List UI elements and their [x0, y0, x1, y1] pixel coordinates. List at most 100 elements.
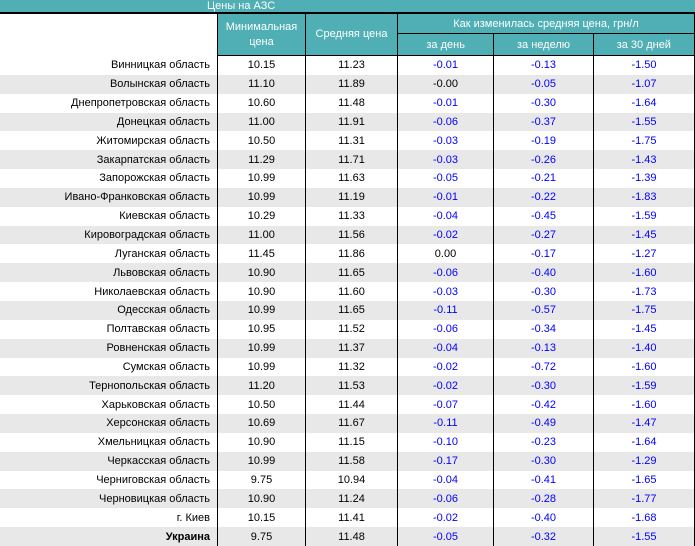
change-subheaders: за день за неделю за 30 дней [398, 34, 694, 56]
change-week-value: -0.28 [493, 489, 593, 509]
min-price-value: 10.15 [217, 56, 305, 75]
region-name: Херсонская область [106, 417, 210, 430]
table-row: Донецкая область 11.00 11.91 -0.06 -0.37… [0, 112, 695, 132]
change-week-value: -0.17 [493, 244, 593, 264]
change-day-value: 0.00 [397, 244, 493, 264]
table-row: Николаевская область 10.90 11.60 -0.03 -… [0, 282, 695, 301]
region-name: Днепропетровская область [71, 97, 210, 110]
change-week-value: -0.30 [493, 451, 593, 471]
change-month-value: -1.64 [593, 432, 695, 452]
min-price-value: 11.00 [217, 112, 305, 132]
change-month-value: -1.47 [593, 414, 695, 433]
min-price-value: 10.15 [217, 508, 305, 528]
change-month-value: -1.29 [593, 451, 695, 471]
col-header-change-week: за неделю [493, 34, 593, 56]
change-day-value: -0.07 [397, 395, 493, 415]
min-price-value: 10.90 [217, 263, 305, 283]
min-price-value: 10.29 [217, 206, 305, 226]
table-title-bar: Цены на АЗС [0, 0, 695, 14]
min-price-value: 11.10 [217, 74, 305, 94]
min-price-value: 10.69 [217, 414, 305, 433]
table-row: Сумская область 10.99 11.32 -0.02 -0.72 … [0, 357, 695, 377]
change-week-value: -0.13 [493, 338, 593, 358]
table-row: Волынская область 11.10 11.89 -0.00 -0.0… [0, 74, 695, 94]
min-price-value: 10.99 [217, 357, 305, 377]
region-name: Сумская область [122, 360, 210, 373]
region-name: г. Киев [176, 511, 210, 524]
region-name: Одесская область [117, 304, 210, 317]
change-day-value: -0.03 [397, 150, 493, 170]
table-row: г. Киев 10.15 11.41 -0.02 -0.40 -1.68 [0, 508, 695, 528]
min-price-value: 9.75 [217, 470, 305, 490]
change-week-value: -0.30 [493, 282, 593, 301]
col-header-change-group: Как изменилась средняя цена, грн/л за де… [397, 14, 695, 56]
change-week-value: -0.30 [493, 376, 593, 396]
region-name: Харьковская область [101, 398, 211, 411]
min-price-value: 11.45 [217, 244, 305, 264]
table-row: Закарпатская область 11.29 11.71 -0.03 -… [0, 150, 695, 170]
region-name: Тернопольская область [89, 379, 210, 392]
min-price-value: 10.99 [217, 338, 305, 358]
region-name: Черниговская область [96, 473, 210, 486]
table-row: Черниговская область 9.75 10.94 -0.04 -0… [0, 470, 695, 490]
change-week-value: -0.45 [493, 206, 593, 226]
change-month-value: -1.55 [593, 112, 695, 132]
change-week-value: -0.37 [493, 112, 593, 132]
region-name: Луганская область [114, 247, 210, 260]
change-month-value: -1.75 [593, 131, 695, 151]
avg-price-value: 11.31 [305, 131, 397, 151]
table-row: Харьковская область 10.50 11.44 -0.07 -0… [0, 395, 695, 415]
change-month-value: -1.73 [593, 282, 695, 301]
change-week-value: -0.05 [493, 74, 593, 94]
change-day-value: -0.06 [397, 263, 493, 283]
region-column-header-empty [0, 14, 217, 56]
change-month-value: -1.27 [593, 244, 695, 264]
change-month-value: -1.60 [593, 357, 695, 377]
avg-price-value: 11.53 [305, 376, 397, 396]
change-day-value: -0.02 [397, 357, 493, 377]
avg-price-value: 11.33 [305, 206, 397, 226]
col-header-change-month: за 30 дней [592, 34, 694, 56]
change-day-value: -0.03 [397, 131, 493, 151]
region-name: Запорожская область [99, 172, 210, 185]
change-day-value: -0.11 [397, 414, 493, 433]
region-name: Киевская область [119, 210, 210, 223]
avg-price-value: 11.37 [305, 338, 397, 358]
region-name: Винницкая область [111, 59, 210, 72]
min-price-value: 10.50 [217, 395, 305, 415]
change-week-value: -0.72 [493, 357, 593, 377]
avg-price-value: 11.32 [305, 357, 397, 377]
table-row: Херсонская область 10.69 11.67 -0.11 -0.… [0, 414, 695, 433]
region-name: Полтавская область [106, 323, 210, 336]
col-header-change-group-title: Как изменилась средняя цена, грн/л [398, 14, 694, 34]
change-month-value: -1.60 [593, 395, 695, 415]
min-price-value: 9.75 [217, 527, 305, 546]
table-row: Полтавская область 10.95 11.52 -0.06 -0.… [0, 319, 695, 339]
avg-price-value: 11.65 [305, 263, 397, 283]
change-week-value: -0.49 [493, 414, 593, 433]
table-header: Минимальная цена Средняя цена Как измени… [0, 14, 695, 56]
change-day-value: -0.04 [397, 338, 493, 358]
avg-price-value: 11.52 [305, 319, 397, 339]
region-name: Черкасская область [107, 455, 210, 468]
change-week-value: -0.13 [493, 56, 593, 75]
change-week-value: -0.57 [493, 300, 593, 320]
avg-price-value: 11.58 [305, 451, 397, 471]
change-week-value: -0.27 [493, 225, 593, 245]
change-day-value: -0.06 [397, 319, 493, 339]
region-name: Украина [165, 530, 210, 543]
change-week-value: -0.30 [493, 93, 593, 113]
table-row: Украина 9.75 11.48 -0.05 -0.32 -1.55 [0, 527, 695, 546]
region-name: Донецкая область [116, 115, 210, 128]
change-month-value: -1.75 [593, 300, 695, 320]
table-body: Винницкая область 10.15 11.23 -0.01 -0.1… [0, 56, 695, 546]
col-header-avg-price: Средняя цена [305, 14, 397, 56]
avg-price-value: 11.71 [305, 150, 397, 170]
change-day-value: -0.05 [397, 527, 493, 546]
table-row: Хмельницкая область 10.90 11.15 -0.10 -0… [0, 432, 695, 452]
avg-price-value: 11.63 [305, 169, 397, 188]
avg-price-value: 11.86 [305, 244, 397, 264]
region-name: Ровненская область [106, 342, 211, 355]
table-row: Запорожская область 10.99 11.63 -0.05 -0… [0, 169, 695, 188]
